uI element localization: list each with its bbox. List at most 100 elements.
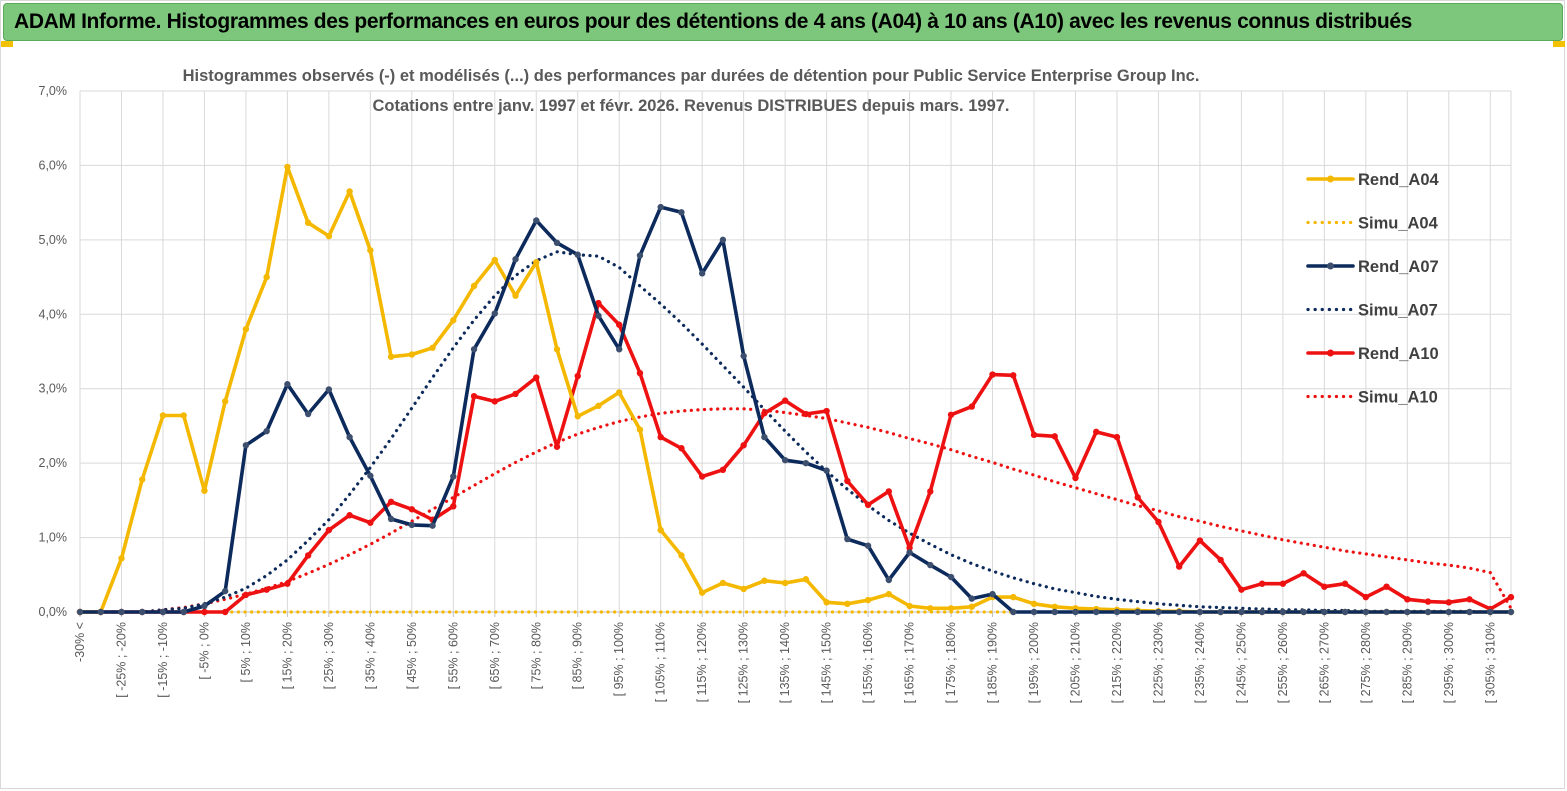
data-point <box>263 427 270 435</box>
data-point <box>719 236 727 244</box>
data-point <box>616 321 623 328</box>
data-point <box>470 392 478 400</box>
data-point <box>97 608 104 616</box>
data-point <box>823 599 830 606</box>
data-point <box>698 473 706 480</box>
data-point <box>491 310 498 317</box>
data-point <box>1010 372 1017 379</box>
data-point <box>802 459 810 467</box>
series-simu-a07 <box>78 250 1513 614</box>
data-point <box>802 576 810 583</box>
data-point <box>304 410 312 418</box>
data-point <box>1134 494 1141 501</box>
data-point <box>201 602 208 610</box>
x-tick-label: [ 135% ; 140% <box>778 622 792 703</box>
data-point <box>1258 580 1266 587</box>
data-point <box>76 608 84 616</box>
data-point <box>450 473 457 480</box>
data-point <box>740 442 747 449</box>
data-point <box>180 412 187 419</box>
data-point <box>761 433 768 441</box>
data-point <box>678 209 685 216</box>
data-point <box>533 374 540 381</box>
banner-corner-mark <box>1553 41 1565 47</box>
data-point <box>1030 608 1038 616</box>
data-point <box>387 353 395 360</box>
y-tick-label: 7,0% <box>39 84 68 98</box>
data-point <box>367 519 374 526</box>
data-point <box>512 292 519 299</box>
data-point <box>1300 608 1307 616</box>
x-tick-label: [ 145% ; 150% <box>820 622 834 703</box>
data-point <box>698 589 706 596</box>
data-point <box>450 317 457 324</box>
data-point <box>533 258 540 266</box>
x-tick-label: [ 205% ; 210% <box>1068 622 1082 703</box>
data-point <box>906 602 913 610</box>
data-point <box>470 282 478 290</box>
data-point <box>1258 608 1266 616</box>
data-point <box>1362 593 1370 601</box>
data-point <box>491 256 498 264</box>
data-point <box>408 506 416 513</box>
report-banner-title: ADAM Informe. Histogrammes des performan… <box>3 3 1563 41</box>
x-tick-label: [ 255% ; 260% <box>1276 622 1290 703</box>
data-point <box>553 239 561 247</box>
data-point <box>367 472 374 479</box>
data-point <box>201 608 208 616</box>
data-point <box>1487 608 1494 616</box>
data-point <box>1300 570 1307 577</box>
series-line <box>78 205 1513 614</box>
data-point <box>1341 580 1349 587</box>
data-point <box>844 535 851 543</box>
y-tick-label: 3,0% <box>39 382 68 396</box>
data-point <box>263 273 270 281</box>
data-point <box>968 403 975 410</box>
data-point <box>325 386 333 393</box>
chart-title-line-1: Histogrammes observés (-) et modélisés (… <box>183 67 1200 85</box>
data-point <box>1466 596 1473 603</box>
data-point <box>678 552 685 559</box>
data-point <box>1030 600 1038 608</box>
legend-label: Rend_A04 <box>1358 171 1440 189</box>
data-point <box>1445 608 1452 616</box>
x-tick-label: [ 245% ; 250% <box>1234 622 1248 703</box>
data-point <box>1196 608 1204 616</box>
x-tick-label: [ 165% ; 170% <box>903 622 917 703</box>
data-point <box>761 577 768 584</box>
data-point <box>139 476 146 483</box>
data-point <box>1321 583 1328 590</box>
data-point <box>636 252 644 259</box>
data-point <box>906 549 913 556</box>
data-point <box>781 397 789 404</box>
data-point <box>1383 583 1390 590</box>
data-point <box>1238 586 1245 593</box>
x-tick-label: [ 155% ; 160% <box>861 622 875 703</box>
series-line <box>78 407 1513 614</box>
data-point <box>284 163 291 171</box>
legend-marker <box>1327 262 1334 270</box>
data-point <box>1404 608 1411 616</box>
x-tick-label: [ -25% ; -20% <box>114 622 128 698</box>
x-tick-label: [ 185% ; 190% <box>986 622 1000 703</box>
data-point <box>1238 608 1245 616</box>
legend-label: Simu_A07 <box>1358 302 1438 320</box>
data-point <box>1383 608 1390 616</box>
data-point <box>1051 608 1058 616</box>
legend-label: Rend_A07 <box>1358 258 1439 276</box>
data-point <box>408 351 416 358</box>
data-point <box>616 389 623 396</box>
series-line <box>78 165 1513 614</box>
data-point <box>989 590 996 598</box>
data-point <box>159 608 167 616</box>
data-point <box>387 498 395 506</box>
data-point <box>1196 537 1204 544</box>
data-point <box>1010 608 1017 616</box>
banner-corner-mark <box>1 41 13 47</box>
data-point <box>180 608 187 616</box>
x-tick-label: [ 195% ; 200% <box>1027 622 1041 703</box>
data-point <box>1279 608 1287 616</box>
data-point <box>574 372 581 380</box>
data-point <box>657 203 664 211</box>
